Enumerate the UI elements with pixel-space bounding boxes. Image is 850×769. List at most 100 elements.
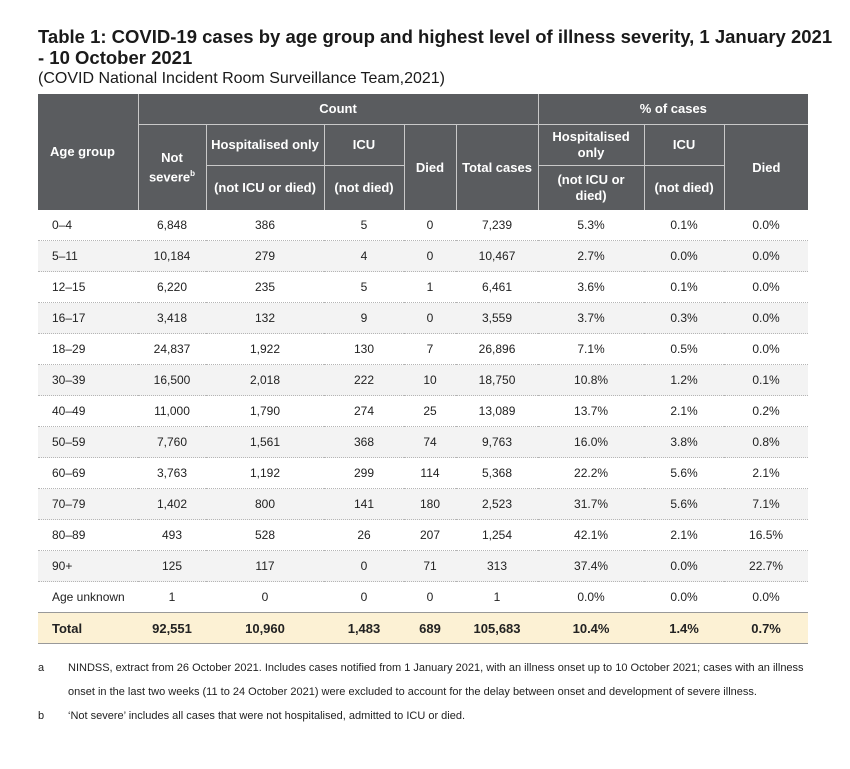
col-hosp-only-sub: (not ICU or died) [205, 165, 324, 210]
cell-total-cases: 1 [456, 581, 539, 613]
cell-not-severe: 24,837 [138, 333, 206, 365]
cell-hosp-only: 117 [206, 550, 324, 582]
cell-pct-icu: 0.1% [644, 271, 725, 303]
col-pct-hosp: Hospitalised only [537, 124, 645, 166]
cell-icu: 222 [324, 364, 404, 396]
table-row: 90+ 125 117 0 71 313 37.4% 0.0% 22.7% [38, 550, 809, 582]
table-row: Age unknown 1 0 0 0 1 0.0% 0.0% 0.0% [38, 581, 809, 613]
cell-pct-died: 0.7% [724, 612, 809, 644]
cell-pct-icu: 2.1% [644, 395, 725, 427]
cell-icu: 5 [324, 210, 404, 241]
cell-pct-icu: 1.2% [644, 364, 725, 396]
cell-not-severe: 10,184 [138, 240, 206, 272]
cell-age-group: 16–17 [38, 302, 138, 334]
cell-hosp-only: 1,192 [206, 457, 324, 489]
cell-age-group: Age unknown [38, 581, 138, 613]
footnote-text: ‘Not severe’ includes all cases that wer… [68, 710, 466, 722]
cell-died: 180 [404, 488, 456, 520]
table-row: 60–69 3,763 1,192 299 114 5,368 22.2% 5.6% 2.1% [38, 457, 809, 489]
footnote-mark: b [38, 710, 45, 722]
cell-icu: 5 [324, 271, 404, 303]
cell-not-severe: 92,551 [138, 612, 206, 644]
cell-died: 7 [404, 333, 456, 365]
cell-total-cases: 6,461 [456, 271, 539, 303]
cell-pct-hosp: 10.8% [538, 364, 645, 396]
table-row: 18–29 24,837 1,922 130 7 26,896 7.1% 0.5% 0.0% [38, 333, 809, 365]
cell-pct-hosp: 22.2% [538, 457, 645, 489]
table-row: 40–49 11,000 1,790 274 25 13,089 13.7% 2.1% 0.2% [38, 395, 809, 427]
footnote-text: NINDSS, extract from 26 October 2021. In… [68, 662, 804, 698]
col-pct-icu: ICU [643, 124, 725, 166]
col-pct-died: Died [723, 124, 809, 210]
group-count: Count [137, 94, 539, 125]
cell-pct-icu: 0.0% [644, 581, 725, 613]
cell-died: 0 [404, 302, 456, 334]
cell-pct-hosp: 42.1% [538, 519, 645, 551]
cell-age-group: 60–69 [38, 457, 138, 489]
cell-pct-hosp: 2.7% [538, 240, 645, 272]
cell-total-cases: 2,523 [456, 488, 539, 520]
cell-died: 207 [404, 519, 456, 551]
cell-pct-icu: 0.0% [644, 550, 725, 582]
cell-icu: 130 [324, 333, 404, 365]
cell-icu: 0 [324, 550, 404, 582]
table-row: 0–4 6,848 386 5 0 7,239 5.3% 0.1% 0.0% [38, 210, 809, 241]
table-source: (COVID National Incident Room Surveillan… [38, 70, 446, 87]
cell-icu: 9 [324, 302, 404, 334]
group-pct: % of cases [537, 94, 809, 125]
cell-died: 1 [404, 271, 456, 303]
table-row: 12–15 6,220 235 5 1 6,461 3.6% 0.1% 0.0% [38, 271, 809, 303]
footnote-mark: a [38, 662, 45, 674]
table-row: 5–11 10,184 279 4 0 10,467 2.7% 0.0% 0.0% [38, 240, 809, 272]
table-row: 30–39 16,500 2,018 222 10 18,750 10.8% 1.2% 0.1% [38, 364, 809, 396]
cell-hosp-only: 279 [206, 240, 324, 272]
cell-hosp-only: 1,922 [206, 333, 324, 365]
cell-pct-died: 0.0% [724, 581, 809, 613]
cell-died: 0 [404, 581, 456, 613]
cell-age-group: 12–15 [38, 271, 138, 303]
footnotes: a NINDSS, extract from 26 October 2021. … [38, 656, 808, 728]
cell-pct-hosp: 5.3% [538, 210, 645, 241]
cell-icu: 299 [324, 457, 404, 489]
cell-hosp-only: 386 [206, 210, 324, 241]
col-pct-hosp-sub: (not ICU or died) [537, 165, 645, 210]
cell-pct-hosp: 16.0% [538, 426, 645, 458]
cell-hosp-only: 2,018 [206, 364, 324, 396]
table-row: 80–89 493 528 26 207 1,254 42.1% 2.1% 16.5% [38, 519, 809, 551]
cell-died: 0 [404, 210, 456, 241]
cell-pct-hosp: 37.4% [538, 550, 645, 582]
cell-pct-hosp: 0.0% [538, 581, 645, 613]
cell-not-severe: 493 [138, 519, 206, 551]
cell-pct-died: 0.2% [724, 395, 809, 427]
cell-age-group: 80–89 [38, 519, 138, 551]
table-title: Table 1: COVID-19 cases by age group and… [38, 26, 833, 68]
cell-not-severe: 3,763 [138, 457, 206, 489]
cell-age-group: 90+ [38, 550, 138, 582]
col-died: Died [403, 124, 456, 210]
covid-cases-table: Age group Count % of cases Not severeb H… [38, 94, 809, 644]
cell-icu: 4 [324, 240, 404, 272]
cell-pct-icu: 5.6% [644, 488, 725, 520]
cell-total-cases: 313 [456, 550, 539, 582]
col-pct-icu-sub: (not died) [643, 165, 725, 210]
col-not-severe: Not severeb [137, 124, 206, 210]
cell-icu: 26 [324, 519, 404, 551]
cell-died: 25 [404, 395, 456, 427]
col-hosp-only: Hospitalised only [205, 124, 324, 166]
cell-hosp-only: 235 [206, 271, 324, 303]
cell-total-cases: 1,254 [456, 519, 539, 551]
cell-pct-hosp: 10.4% [538, 612, 645, 644]
cell-hosp-only: 1,790 [206, 395, 324, 427]
cell-died: 71 [404, 550, 456, 582]
cell-total-cases: 7,239 [456, 210, 539, 241]
cell-pct-died: 0.0% [724, 302, 809, 334]
cell-pct-died: 7.1% [724, 488, 809, 520]
cell-not-severe: 1 [138, 581, 206, 613]
cell-total-cases: 105,683 [456, 612, 539, 644]
cell-age-group: 50–59 [38, 426, 138, 458]
cell-not-severe: 7,760 [138, 426, 206, 458]
cell-age-group: 18–29 [38, 333, 138, 365]
cell-total-cases: 5,368 [456, 457, 539, 489]
cell-pct-icu: 1.4% [644, 612, 725, 644]
cell-pct-died: 16.5% [724, 519, 809, 551]
